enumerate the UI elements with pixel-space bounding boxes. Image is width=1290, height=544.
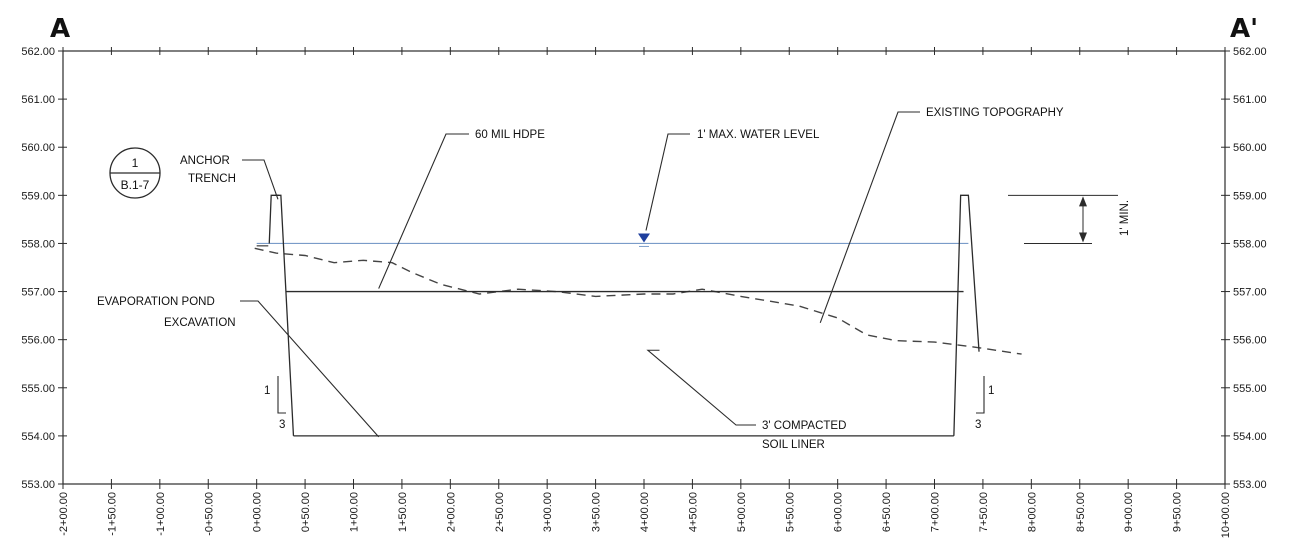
callout-excavation-line1: EVAPORATION POND xyxy=(97,296,215,308)
water-level-symbol xyxy=(638,233,650,243)
callout-anchor-trench-line2: TRENCH xyxy=(188,173,236,185)
y-tick-label-right: 562.00 xyxy=(1233,46,1267,58)
x-axis: -2+00.00 -1+50.00 -1+00.00 -0+50.00 0+00.00 0… xyxy=(58,47,1232,538)
detail-number: 1 xyxy=(132,156,139,170)
callout-min-freeboard: 1' MIN. xyxy=(1119,200,1131,236)
callout-liner-line2: SOIL LINER xyxy=(762,439,825,451)
x-tick-label: 1+50.00 xyxy=(397,492,409,532)
leader-hdpe xyxy=(378,133,469,289)
leader-topography xyxy=(819,111,920,324)
leader-water-level xyxy=(645,133,690,231)
x-tick-label: -2+00.00 xyxy=(58,492,70,536)
callout-topography: EXISTING TOPOGRAPHY xyxy=(926,107,1064,119)
y-tick-label-right: 553.00 xyxy=(1233,479,1267,491)
x-tick-label: 2+00.00 xyxy=(445,492,457,532)
y-tick-label-left: 562.00 xyxy=(21,46,55,58)
y-tick-label-left: 561.00 xyxy=(21,94,55,106)
x-tick-label: -1+50.00 xyxy=(106,492,118,536)
x-tick-label: 8+50.00 xyxy=(1075,492,1087,532)
y-tick-label-right: 557.00 xyxy=(1233,287,1267,299)
slope-indicator-left xyxy=(277,376,286,414)
callout-hdpe: 60 MIL HDPE xyxy=(475,129,545,141)
y-tick-label-left: 558.00 xyxy=(21,238,55,250)
x-tick-label: 6+50.00 xyxy=(881,492,893,532)
x-tick-label: 2+50.00 xyxy=(494,492,506,532)
x-tick-label: -0+50.00 xyxy=(203,492,215,536)
x-tick-label: 3+00.00 xyxy=(542,492,554,532)
y-tick-label-left: 554.00 xyxy=(21,431,55,443)
y-tick-label-right: 558.00 xyxy=(1233,238,1267,250)
callout-excavation-line2: EXCAVATION xyxy=(164,317,236,329)
leader-anchor-trench xyxy=(242,159,279,200)
x-tick-label: 3+50.00 xyxy=(591,492,603,532)
x-tick-label: 0+50.00 xyxy=(300,492,312,532)
detail-sheet: B.1-7 xyxy=(121,178,150,192)
left-berm-slope xyxy=(268,194,295,436)
callout-anchor-trench-line1: ANCHOR xyxy=(180,155,230,167)
x-tick-label: 5+50.00 xyxy=(784,492,796,532)
y-tick-label-right: 555.00 xyxy=(1233,383,1267,395)
x-tick-label: 7+00.00 xyxy=(930,492,942,532)
y-axis-left: 562.00 561.00 560.00 559.00 558.00 557.00 556.… xyxy=(21,46,67,491)
callout-liner-line1: 3' COMPACTED xyxy=(762,420,846,432)
right-berm-slope xyxy=(953,194,980,436)
x-tick-label: 5+00.00 xyxy=(736,492,748,532)
slope-rise-right: 1 xyxy=(988,385,994,397)
section-label-right: A' xyxy=(1230,14,1258,44)
callout-water-level: 1' MAX. WATER LEVEL xyxy=(697,129,820,141)
y-axis-right: 562.00 561.00 560.00 559.00 558.00 557.00 556.… xyxy=(1221,46,1267,491)
x-tick-label: -1+00.00 xyxy=(155,492,167,536)
x-tick-label: 6+00.00 xyxy=(833,492,845,532)
leader-soil-liner xyxy=(646,349,756,426)
x-tick-label: 9+00.00 xyxy=(1123,492,1135,532)
x-tick-label: 4+50.00 xyxy=(687,492,699,532)
x-tick-label: 10+00.00 xyxy=(1220,492,1232,538)
min-dim-arrow-bottom xyxy=(1079,232,1087,243)
min-dim-arrow-top xyxy=(1079,196,1087,207)
x-tick-label: 9+50.00 xyxy=(1172,492,1184,532)
y-tick-label-right: 559.00 xyxy=(1233,190,1267,202)
section-label-left: A xyxy=(50,14,70,44)
detail-reference-bubble: 1 B.1-7 xyxy=(109,147,161,199)
y-tick-label-right: 556.00 xyxy=(1233,335,1267,347)
pond-geometry xyxy=(240,111,1118,438)
leader-excavation xyxy=(240,300,380,438)
slope-run-right: 3 xyxy=(975,419,981,431)
y-tick-label-left: 559.00 xyxy=(21,190,55,202)
y-tick-label-left: 557.00 xyxy=(21,287,55,299)
slope-indicator-right xyxy=(976,376,985,414)
slope-run-left: 3 xyxy=(279,419,285,431)
x-tick-label: 1+00.00 xyxy=(349,492,361,532)
y-tick-label-left: 555.00 xyxy=(21,383,55,395)
y-tick-label-left: 556.00 xyxy=(21,335,55,347)
x-tick-label: 0+00.00 xyxy=(252,492,264,532)
y-tick-label-right: 561.00 xyxy=(1233,94,1267,106)
y-tick-label-right: 554.00 xyxy=(1233,431,1267,443)
existing-topography-line xyxy=(254,247,1022,355)
y-tick-label-left: 560.00 xyxy=(21,142,55,154)
y-tick-label-right: 560.00 xyxy=(1233,142,1267,154)
slope-rise-left: 1 xyxy=(264,385,270,397)
x-tick-label: 7+50.00 xyxy=(978,492,990,532)
x-tick-label: 4+00.00 xyxy=(639,492,651,532)
x-tick-label: 8+00.00 xyxy=(1026,492,1038,532)
y-tick-label-left: 553.00 xyxy=(21,479,55,491)
